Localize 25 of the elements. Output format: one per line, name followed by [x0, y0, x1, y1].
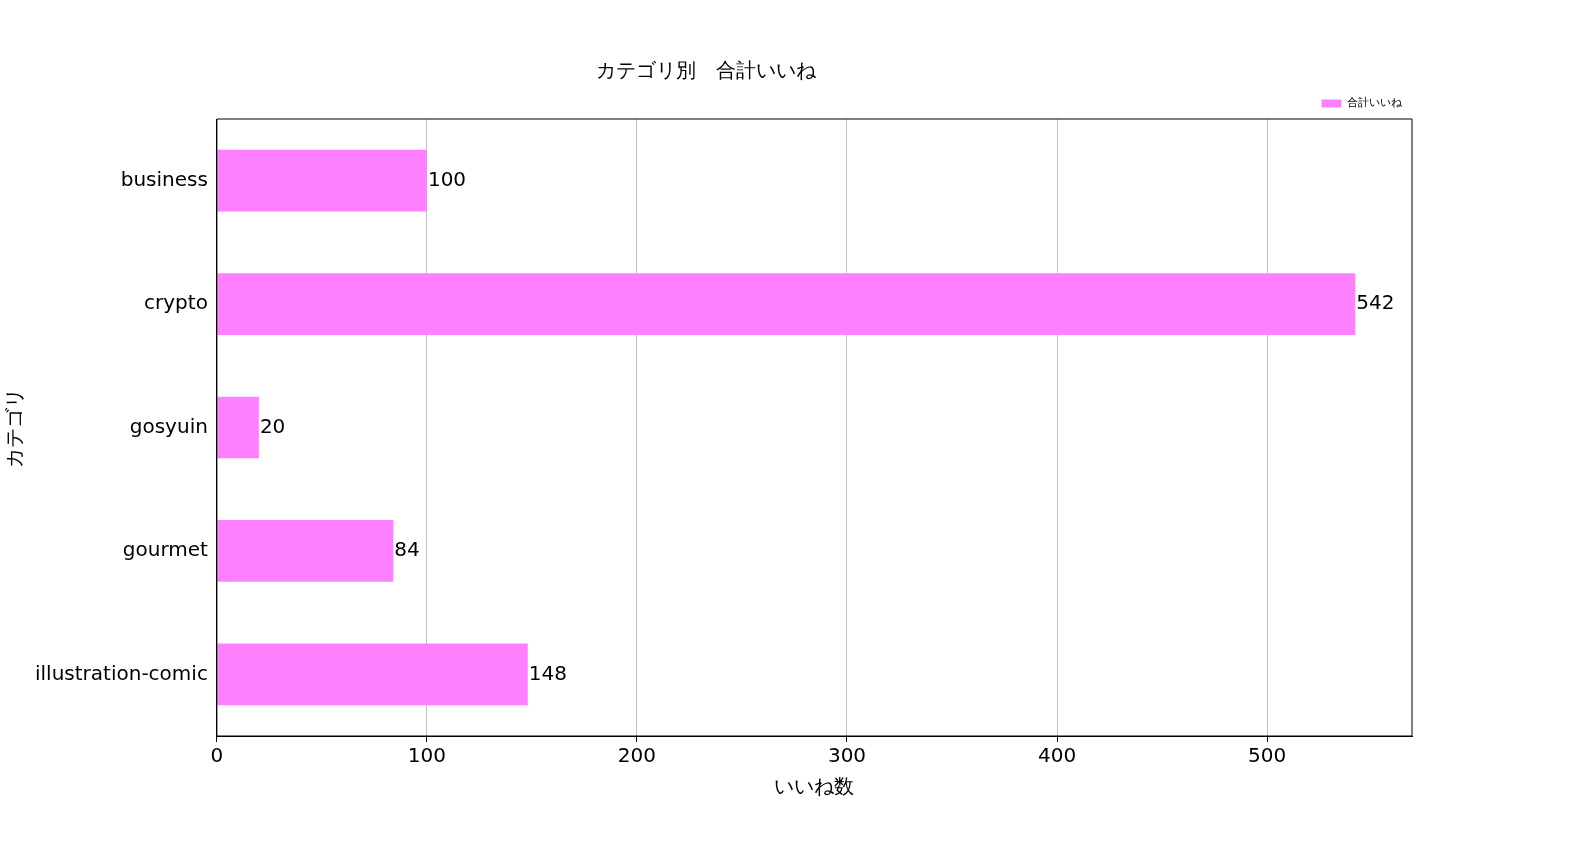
x-tick-label: 500: [1247, 743, 1287, 768]
x-axis-title: いいね数: [774, 774, 855, 799]
data-label: 20: [259, 413, 286, 438]
bar: [217, 396, 259, 459]
bar: [217, 273, 1356, 335]
x-tick-label: 300: [827, 743, 867, 768]
y-tick-label: gosyuin: [129, 413, 208, 438]
x-tick-label: 100: [407, 743, 447, 768]
legend-label: 合計いいね: [1347, 96, 1403, 110]
data-label: 148: [528, 660, 567, 685]
y-tick-label: gourmet: [122, 537, 209, 562]
y-tick-label: crypto: [144, 290, 208, 315]
bar: [217, 520, 394, 582]
y-tick-label: illustration-comic: [34, 660, 208, 685]
data-label: 100: [427, 166, 467, 191]
data-label: 542: [1356, 290, 1395, 315]
y-axis-title: カテゴリ: [2, 387, 27, 468]
bar: [217, 643, 528, 706]
data-label: 84: [394, 537, 420, 562]
bar: [217, 149, 427, 212]
y-tick-label: business: [120, 166, 208, 191]
x-tick-label: 200: [617, 743, 657, 768]
x-tick-label: 0: [210, 743, 224, 768]
x-tick-label: 400: [1037, 743, 1077, 768]
chart-title: カテゴリ別 合計いいね: [596, 58, 817, 83]
